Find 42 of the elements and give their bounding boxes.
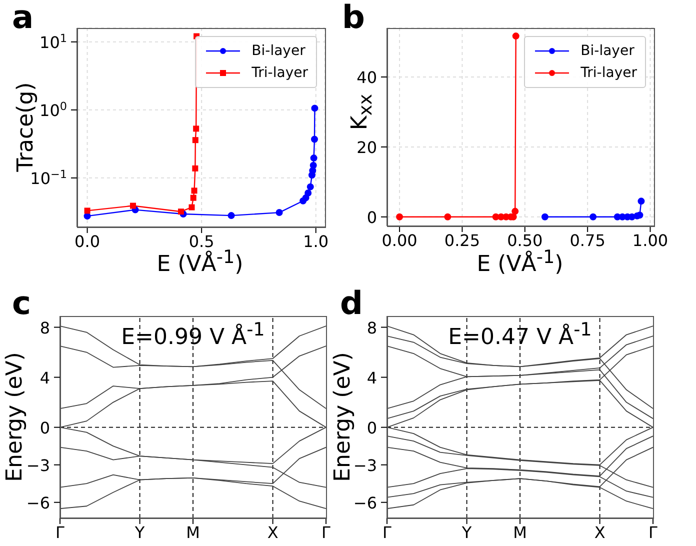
- x-tick-label: Γ: [382, 523, 392, 542]
- y-tick-label: 40: [356, 68, 377, 87]
- x-tick-label: 0.00: [382, 231, 418, 250]
- legend-label: Bi-layer: [252, 43, 306, 59]
- y-tick-label: 0: [40, 418, 50, 438]
- x-tick-label: M: [186, 523, 200, 542]
- x-tick-label: 0.0: [74, 232, 100, 251]
- y-tick-label: 10$^{0}$: [40, 99, 67, 120]
- x-tick-label: Γ: [56, 523, 65, 542]
- chart-title: d: [340, 284, 363, 322]
- chart-title: c: [12, 284, 31, 322]
- y-tick-label: 20: [356, 138, 377, 157]
- chart-title: b: [342, 0, 365, 36]
- x-tick-label: Γ: [322, 523, 331, 542]
- x-tick-label: 1.0: [303, 232, 329, 251]
- y-tick-label: −6: [26, 493, 50, 512]
- y-tick-label: −3: [353, 456, 377, 475]
- y-tick-label: 4: [40, 368, 50, 388]
- y-tick-label: 8: [366, 318, 377, 338]
- x-tick-label: 1.00: [632, 231, 668, 250]
- y-tick-label: −3: [26, 456, 50, 475]
- legend-label: Tri-layer: [580, 65, 637, 81]
- y-tick-label: 0: [366, 418, 377, 438]
- x-tick-label: Y: [460, 523, 472, 542]
- x-tick-label: M: [513, 523, 527, 542]
- y-axis-title: Energy (eV): [330, 352, 356, 482]
- annotation: E=0.99 V Å$^{-1}$: [121, 320, 265, 350]
- chart-title: a: [12, 0, 34, 36]
- y-tick-label: 4: [366, 368, 377, 388]
- y-tick-label: 0: [366, 208, 377, 227]
- y-axis-title: Energy (eV): [2, 352, 28, 482]
- x-tick-label: Γ: [648, 523, 658, 542]
- annotation: E=0.47 V Å$^{-1}$: [448, 320, 592, 350]
- legend-label: Tri-layer: [252, 65, 308, 81]
- x-tick-label: X: [267, 523, 278, 542]
- x-tick-label: Y: [134, 523, 145, 542]
- x-tick-label: 0.75: [570, 231, 606, 250]
- legend-label: Bi-layer: [580, 43, 634, 59]
- x-tick-label: X: [594, 523, 606, 542]
- y-tick-label: 10$^{1}$: [40, 31, 67, 52]
- y-tick-label: 8: [40, 318, 50, 338]
- y-tick-label: −6: [353, 493, 377, 512]
